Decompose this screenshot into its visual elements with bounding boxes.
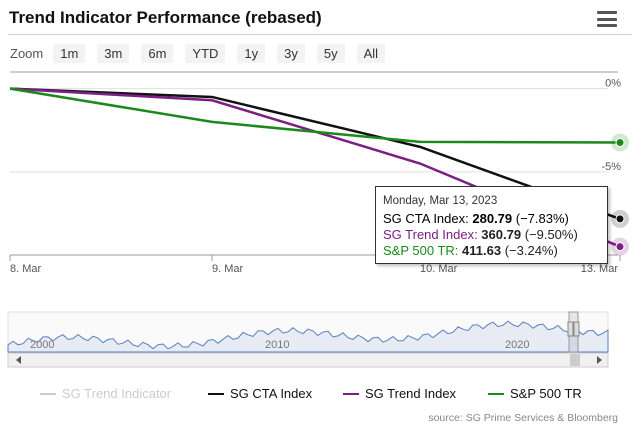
legend-item-sg-trend-index[interactable]: SG Trend Index [343,386,456,401]
scroll-right-arrow-icon[interactable] [597,356,602,364]
tooltip-row-sp500: S&P 500 TR: 411.63 (−3.24%) [383,243,558,258]
legend-label: SG Trend Indicator [62,386,172,401]
zoom-button-ytd[interactable]: YTD [185,43,226,63]
y-tick-label: -5% [601,161,621,173]
tooltip-value: 280.79 [472,211,513,226]
zoom-button-3m[interactable]: 3m [97,43,130,63]
legend-label: SG Trend Index [365,386,457,401]
series-point[interactable] [615,214,625,224]
tooltip-series-name: SG CTA Index [383,211,466,226]
zoom-bar: Zoom 1m 3m 6m YTD 1y 3y 5y All [10,42,397,64]
zoom-button-1m[interactable]: 1m [53,43,86,63]
tooltip-value: 411.63 [462,243,502,258]
scrollbar-track[interactable] [7,352,609,368]
tooltip-series-name: SG Trend Index [383,227,475,242]
series-point[interactable] [615,242,625,252]
series-point[interactable] [615,138,625,148]
tooltip-value: 360.79 [481,227,522,242]
x-tick-label: 8. Mar [10,263,42,275]
hamburger-menu-icon[interactable] [597,11,617,27]
zoom-button-5y[interactable]: 5y [316,43,345,63]
title-divider [8,34,632,35]
tooltip-row-cta: SG CTA Index: 280.79 (−7.83%) [383,211,569,226]
scrollbar-thumb[interactable] [570,354,580,366]
tooltip-row-trend: SG Trend Index: 360.79 (−9.50%) [383,227,578,242]
tooltip-change: (−3.24%) [504,243,558,258]
tooltip-change: (−7.83%) [515,211,569,226]
navigator-handle-right[interactable] [573,321,580,337]
navigator-series [7,320,609,353]
legend-item-sg-trend-indicator[interactable]: SG Trend Indicator [40,386,171,401]
legend-swatch [488,392,504,395]
tooltip-change: (−9.50%) [524,227,578,242]
legend-swatch [343,392,359,395]
navigator-tick-label: 2010 [265,339,289,351]
legend-swatch [40,392,56,395]
legend-item-sg-cta-index[interactable]: SG CTA Index [208,386,312,401]
scroll-left-arrow-icon[interactable] [16,356,21,364]
navigator-handle-left[interactable] [567,321,574,337]
zoom-button-3y[interactable]: 3y [277,43,305,63]
series-line [9,87,621,144]
data-tooltip: Monday, Mar 13, 2023 SG CTA Index: 280.7… [375,186,608,264]
zoom-button-all[interactable]: All [356,43,386,63]
legend: SG Trend Indicator SG CTA Index SG Trend… [0,386,640,404]
legend-swatch [208,392,224,395]
axis-labels: 0% -5% 8. Mar 9. Mar 10. Mar 13. Mar [10,78,621,275]
x-tick-label: 13. Mar [581,263,619,275]
x-tick-label: 9. Mar [212,263,244,275]
tooltip-series-name: S&P 500 TR [383,243,455,258]
source-credit: source: SG Prime Services & Bloomberg [428,412,618,424]
navigator-tick-label: 2020 [505,339,529,351]
zoom-label: Zoom [10,45,44,61]
y-tick-label: 0% [605,78,621,90]
legend-label: SG CTA Index [230,386,313,401]
tooltip-date: Monday, Mar 13, 2023 [383,195,498,207]
legend-item-sp500-tr[interactable]: S&P 500 TR [488,386,582,401]
chart-title: Trend Indicator Performance (rebased) [9,8,322,27]
navigator-tick-label: 2000 [30,339,54,351]
series-line [9,87,621,221]
legend-label: S&P 500 TR [510,386,582,401]
x-tick-label: 10. Mar [420,263,458,275]
zoom-button-6m[interactable]: 6m [141,43,174,63]
navigator[interactable]: 2000 2010 2020 [7,311,609,368]
zoom-button-1y[interactable]: 1y [237,43,266,63]
